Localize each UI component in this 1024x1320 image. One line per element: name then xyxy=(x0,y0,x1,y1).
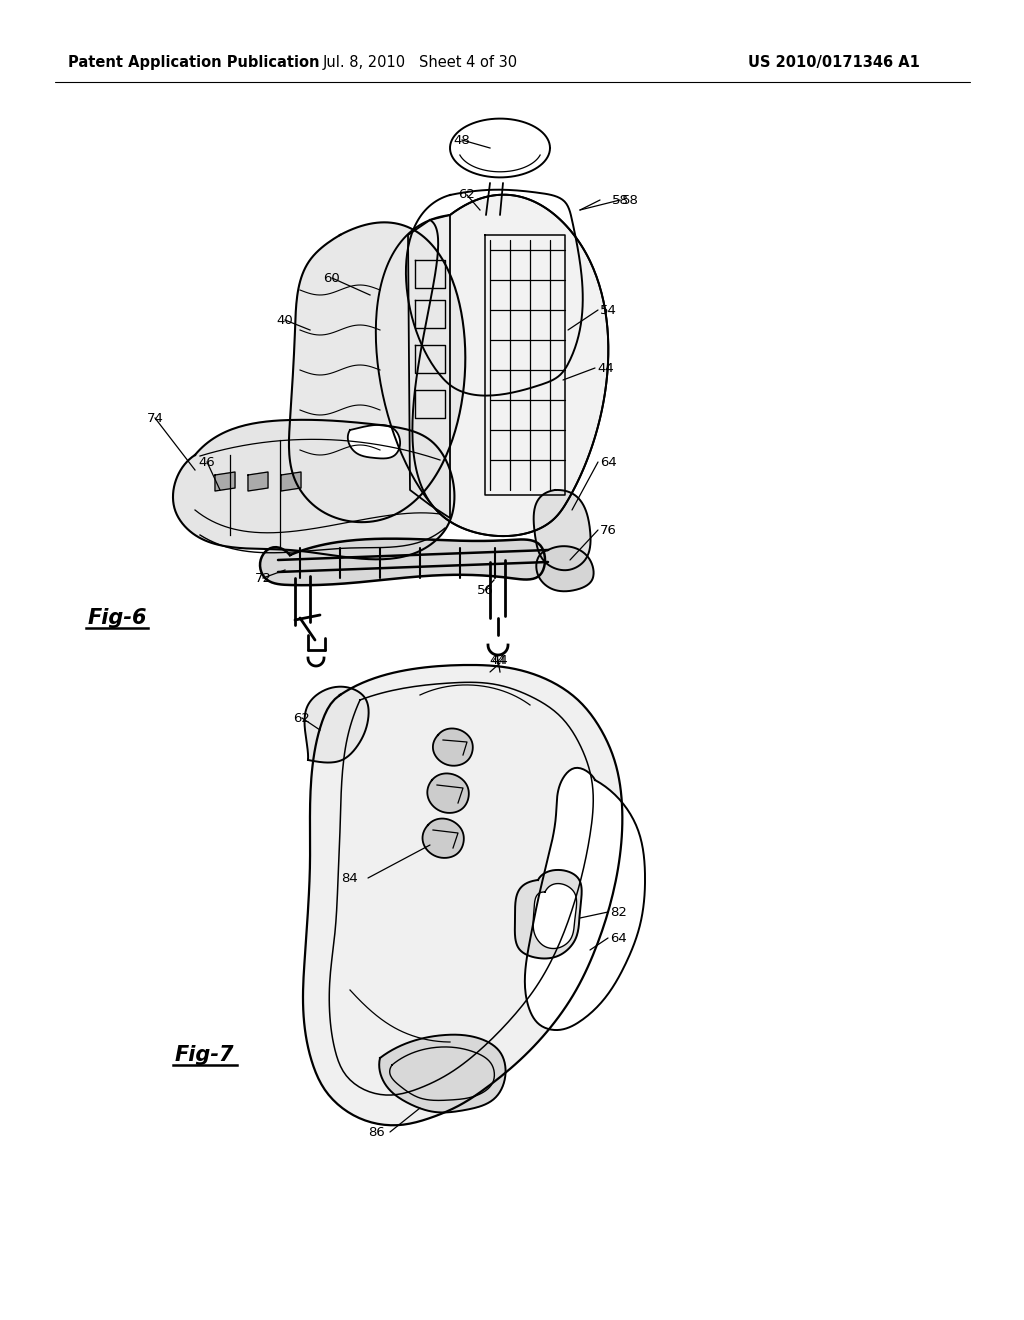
Polygon shape xyxy=(515,870,582,958)
Polygon shape xyxy=(260,539,545,585)
Text: 74: 74 xyxy=(146,412,164,425)
Polygon shape xyxy=(423,818,464,858)
Polygon shape xyxy=(348,425,400,458)
Text: 54: 54 xyxy=(600,304,616,317)
Text: 62: 62 xyxy=(459,189,475,202)
Text: 44: 44 xyxy=(489,653,507,667)
Polygon shape xyxy=(215,473,234,491)
Polygon shape xyxy=(406,190,583,396)
Polygon shape xyxy=(433,729,473,766)
Polygon shape xyxy=(415,260,445,288)
Polygon shape xyxy=(534,490,591,570)
Text: Fig-7: Fig-7 xyxy=(175,1045,234,1065)
Polygon shape xyxy=(413,195,608,536)
Text: Fig-6: Fig-6 xyxy=(88,609,147,628)
Polygon shape xyxy=(415,300,445,327)
Text: Patent Application Publication: Patent Application Publication xyxy=(68,54,319,70)
Text: 60: 60 xyxy=(324,272,340,285)
Polygon shape xyxy=(379,1035,506,1113)
Polygon shape xyxy=(534,883,577,949)
Polygon shape xyxy=(450,119,550,177)
Text: 86: 86 xyxy=(369,1126,385,1138)
Polygon shape xyxy=(281,473,301,491)
Polygon shape xyxy=(537,546,594,591)
Polygon shape xyxy=(289,222,465,523)
Text: 72: 72 xyxy=(255,572,271,585)
Polygon shape xyxy=(427,774,469,813)
Polygon shape xyxy=(173,420,455,560)
Text: 44: 44 xyxy=(597,362,613,375)
Text: 84: 84 xyxy=(341,871,358,884)
Text: 44: 44 xyxy=(492,653,508,667)
Polygon shape xyxy=(415,345,445,374)
Text: 40: 40 xyxy=(276,314,293,326)
Text: 48: 48 xyxy=(454,133,470,147)
Text: 64: 64 xyxy=(610,932,627,945)
Text: US 2010/0171346 A1: US 2010/0171346 A1 xyxy=(749,54,920,70)
Text: 56: 56 xyxy=(476,583,494,597)
Text: 58: 58 xyxy=(622,194,639,206)
Text: 46: 46 xyxy=(199,455,215,469)
Text: Jul. 8, 2010   Sheet 4 of 30: Jul. 8, 2010 Sheet 4 of 30 xyxy=(323,54,517,70)
Polygon shape xyxy=(248,473,268,491)
Polygon shape xyxy=(415,389,445,418)
Text: 62: 62 xyxy=(294,711,310,725)
Polygon shape xyxy=(304,686,369,763)
Text: 76: 76 xyxy=(600,524,616,536)
Polygon shape xyxy=(303,665,623,1125)
Polygon shape xyxy=(525,768,645,1030)
Text: 82: 82 xyxy=(610,906,627,919)
Text: 58: 58 xyxy=(611,194,629,206)
Text: 64: 64 xyxy=(600,455,616,469)
Polygon shape xyxy=(408,215,450,517)
